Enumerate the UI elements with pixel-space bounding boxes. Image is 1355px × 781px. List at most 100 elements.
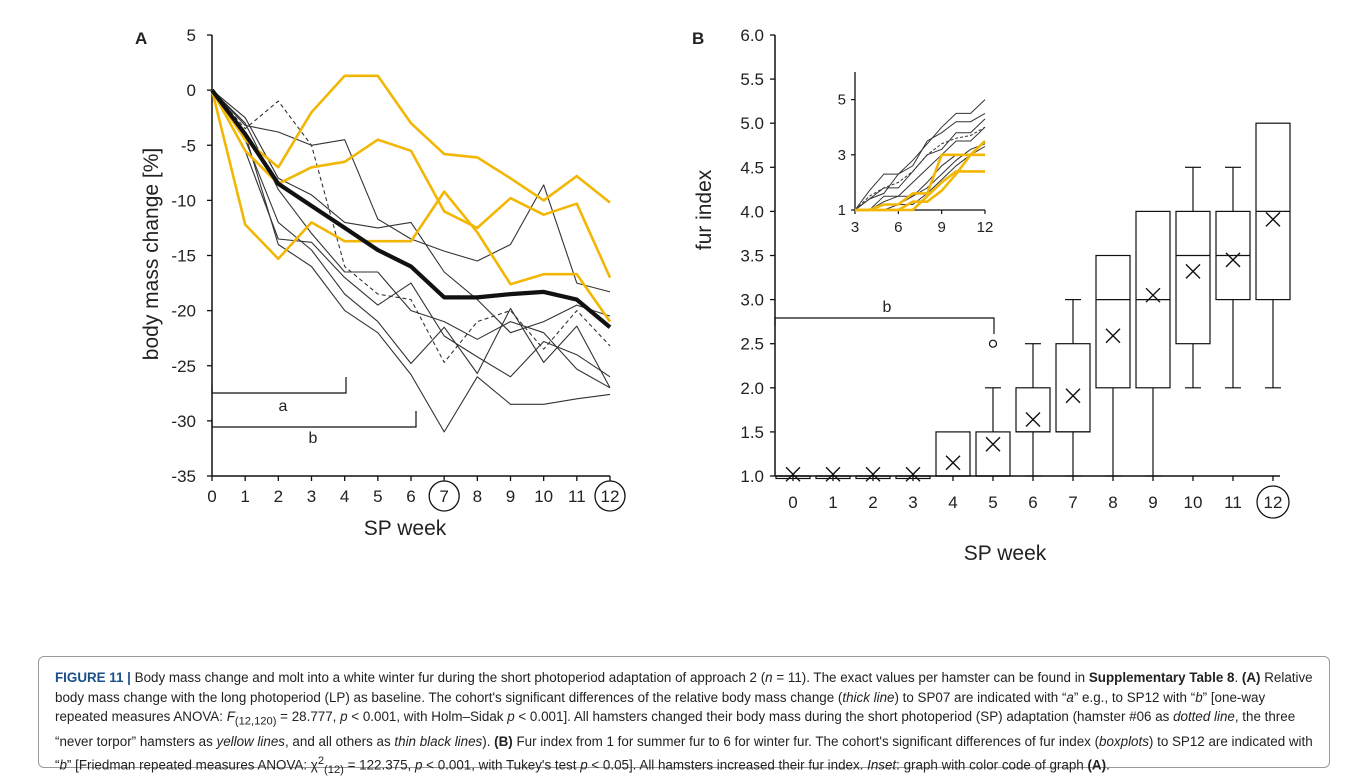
x-tick-circle: [428, 480, 460, 512]
bracket-b-fur: [774, 317, 995, 334]
box-mean-marker: [1025, 412, 1041, 428]
caption-italic: p: [580, 757, 588, 773]
y-tick-label: 0: [187, 81, 196, 100]
box-mean-marker: [1225, 252, 1241, 268]
series-line-thin: [211, 89, 611, 378]
caption-text: : graph with color code of graph: [896, 757, 1088, 773]
box-iqr: [1095, 254, 1131, 389]
series-line-thick-black: [210, 88, 612, 329]
x-tick-label: 5: [373, 487, 382, 506]
x-tick-label: 10: [534, 487, 553, 506]
caption-text: < 0.001, with Holm–Sidak: [347, 709, 508, 725]
panel-b-label: B: [692, 29, 704, 48]
caption-panel-ref: (A): [1087, 757, 1107, 773]
series-line-yellow: [210, 89, 612, 279]
caption-text: < 0.001, with Tukey's test: [422, 757, 581, 773]
caption-italic: b: [59, 757, 67, 773]
bracket-b-fur-label: b: [883, 299, 892, 316]
x-tick-label: 1: [828, 493, 837, 512]
inset-series-line-thin: [854, 118, 986, 211]
caption-italic: a: [1066, 689, 1074, 705]
box-iqr: [1055, 343, 1091, 433]
y-tick-label: 3.0: [740, 291, 764, 310]
x-tick-label: 11: [1224, 493, 1242, 512]
box-mean-marker: [785, 466, 801, 482]
x-tick-label: 6: [406, 487, 415, 506]
caption-italic: Inset: [867, 757, 897, 773]
caption-subscript: (12,120): [234, 715, 277, 728]
y-tick-label: -15: [171, 247, 196, 266]
y-tick-label: 3.5: [740, 247, 764, 266]
x-tick-circle: [1256, 485, 1290, 519]
panel-b-ylabel: fur index: [693, 169, 716, 250]
y-tick-label: 5.0: [740, 114, 764, 133]
caption-text: ” [one-way repeated measures ANOVA:: [55, 689, 1266, 725]
panel-a: A body mass change [%] SP week 5 0 -5 -10 -1…: [135, 26, 626, 540]
inset-x-tick-label: 6: [894, 219, 902, 236]
box-mean-marker: [945, 455, 961, 471]
y-tick-label: -10: [171, 191, 196, 210]
bracket-b-label: b: [309, 430, 318, 447]
x-tick-label: 2: [868, 493, 877, 512]
series-line-thin: [211, 89, 611, 389]
x-tick-label: 4: [948, 493, 957, 512]
y-tick-label: -20: [171, 302, 196, 321]
x-tick-label: 3: [908, 493, 917, 512]
bracket-a-label: a: [279, 398, 288, 415]
box-iqr: [1015, 387, 1051, 433]
inset-x-tick-label: 12: [977, 219, 994, 236]
box-iqr: [1175, 210, 1211, 345]
caption-italic: dotted line: [1173, 709, 1235, 725]
series-line-thin: [211, 89, 611, 293]
series-line-thin: [211, 89, 611, 389]
caption-panel-ref: (A): [1241, 670, 1261, 685]
y-tick-label: 5.5: [740, 70, 764, 89]
panel-b-x-ticks: 0 1 2 3 4 5 6 7 8 9 10 11 12: [788, 476, 1290, 519]
box-mean-marker: [1185, 263, 1201, 279]
caption-text: .: [1234, 670, 1242, 685]
x-tick-label: 2: [274, 487, 283, 506]
box-outlier: [988, 339, 998, 348]
figure-caption: FIGURE 11 | Body mass change and molt in…: [38, 656, 1330, 776]
caption-italic: b: [1195, 689, 1203, 705]
x-tick-label: 10: [1184, 493, 1203, 512]
inset-y-tick-label: 1: [838, 202, 846, 219]
box-mean-marker: [825, 466, 841, 482]
inset-y-tick-label: 3: [838, 147, 846, 164]
box-iqr: [975, 431, 1011, 477]
panel-a-ylabel: body mass change [%]: [140, 148, 163, 360]
x-tick-label: 1: [240, 487, 249, 506]
caption-text: ).: [482, 734, 495, 750]
y-tick-label: 5: [187, 26, 196, 45]
inset-series-line-dotted: [854, 126, 986, 211]
y-tick-label: -5: [181, 136, 196, 155]
caption-text: = 122.375,: [343, 757, 415, 773]
x-tick-label: 7: [1068, 493, 1077, 512]
panel-a-label: A: [135, 29, 147, 48]
y-tick-label: 2.0: [740, 379, 764, 398]
inset-series-line-thin: [854, 112, 986, 211]
x-tick-label: 12: [1264, 493, 1283, 512]
y-tick-label: 6.0: [740, 26, 764, 45]
box-mean-marker: [1105, 328, 1121, 344]
panel-b: B fur index SP week 6.0 5.5 5.0 4.5 4.0 3.5 3.…: [692, 26, 1291, 565]
caption-text: ) to SP07 are indicated with “: [894, 689, 1067, 705]
caption-text: < 0.001]. All hamsters changed their bod…: [514, 709, 1174, 725]
y-tick-label: 1.0: [740, 467, 764, 486]
x-tick-circle: [594, 480, 626, 512]
y-tick-label: 4.0: [740, 202, 764, 221]
y-tick-label: 4.5: [740, 158, 764, 177]
caption-text: Body mass change and molt into a white w…: [130, 670, 766, 685]
x-tick-label: 11: [568, 487, 586, 506]
series-line-thin: [211, 89, 611, 433]
caption-text: , the three “never torpor” hamsters as: [55, 709, 1296, 750]
caption-italic: F: [226, 709, 235, 725]
box-mean-marker: [1265, 211, 1281, 227]
caption-panel-ref: (B): [494, 734, 513, 750]
x-tick-label: 8: [1108, 493, 1117, 512]
panel-b-boxplots: [775, 122, 1291, 482]
x-tick-label: 12: [601, 487, 620, 506]
x-tick-label: 6: [1028, 493, 1037, 512]
series-line-yellow: [210, 89, 612, 323]
